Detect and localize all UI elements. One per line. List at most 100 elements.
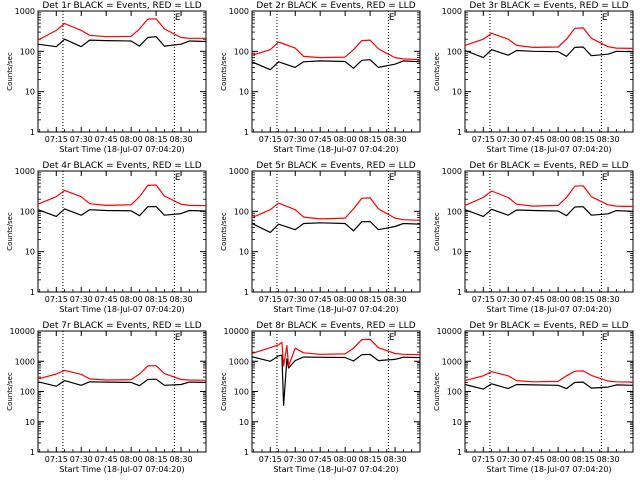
y-tick-label: 10000 xyxy=(10,327,35,336)
x-tick-label: 07:30 xyxy=(497,135,520,144)
x-tick-label: 08:00 xyxy=(120,455,143,464)
series-line-lld xyxy=(37,18,206,41)
y-tick-label: 100 xyxy=(20,388,35,397)
x-tick-label: 08:30 xyxy=(170,295,193,304)
x-tick-label: 08:00 xyxy=(334,135,357,144)
x-axis-label: Start Time (18-Jul-07 07:04:20) xyxy=(486,305,611,314)
series-line-events xyxy=(37,378,207,387)
chart-panel: Det 3r BLACK = Events, RED = LLD 1 10 100 10… xyxy=(433,1,634,154)
y-tick-label: 1 xyxy=(457,288,462,297)
plot-frame xyxy=(464,170,634,293)
series-line-lld xyxy=(251,39,421,61)
x-axis-label: Start Time (18-Jul-07 07:04:20) xyxy=(486,465,611,474)
event-marker-label: E xyxy=(389,333,395,343)
y-tick-label: 1 xyxy=(244,448,249,457)
series-line-lld xyxy=(37,184,207,207)
y-tick-label: 100 xyxy=(234,207,249,216)
x-tick-label: 08:15 xyxy=(572,135,595,144)
x-tick-label: 07:15 xyxy=(259,455,282,464)
x-tick-label: 08:00 xyxy=(120,135,143,144)
y-axis-label: Counts/sec xyxy=(6,212,14,251)
x-tick-label: 08:15 xyxy=(145,295,168,304)
x-tick-label: 08:00 xyxy=(547,455,570,464)
y-tick-label: 100 xyxy=(447,388,462,397)
x-tick-label: 07:45 xyxy=(95,455,118,464)
event-marker-label: E xyxy=(602,173,608,183)
y-tick-label: 100 xyxy=(20,207,35,216)
x-tick-label: 07:45 xyxy=(309,455,332,464)
y-tick-label: 100 xyxy=(20,47,35,56)
y-tick-label: 10 xyxy=(25,88,35,97)
y-tick-label: 100 xyxy=(447,207,462,216)
series-line-lld xyxy=(37,365,207,381)
x-tick-label: 07:15 xyxy=(472,455,495,464)
y-tick-label: 10 xyxy=(452,418,462,427)
chart-panel: Det 2r BLACK = Events, RED = LLD 1 10 100 10… xyxy=(220,1,421,154)
event-marker-label: E xyxy=(175,173,181,183)
x-tick-label: 07:45 xyxy=(522,455,545,464)
x-tick-label: 08:30 xyxy=(597,455,620,464)
x-axis-label: Start Time (18-Jul-07 07:04:20) xyxy=(59,465,184,474)
x-tick-label: 07:45 xyxy=(309,295,332,304)
y-tick-label: 1 xyxy=(30,448,35,457)
series-line-events xyxy=(251,353,421,406)
x-tick-label: 07:30 xyxy=(70,135,93,144)
y-tick-label: 1 xyxy=(244,288,249,297)
y-tick-label: 10 xyxy=(25,248,35,257)
x-tick-label: 07:30 xyxy=(284,295,307,304)
chart-panel: Det 7r BLACK = Events, RED = LLD 1 10 100 10… xyxy=(6,321,207,474)
y-axis-label: Counts/sec xyxy=(220,52,228,91)
x-tick-label: 08:00 xyxy=(120,295,143,304)
x-tick-label: 07:30 xyxy=(284,455,307,464)
chart-title: Det 9r BLACK = Events, RED = LLD xyxy=(469,321,628,331)
x-tick-label: 08:00 xyxy=(334,455,357,464)
x-tick-label: 07:15 xyxy=(472,295,495,304)
plot-frame xyxy=(251,10,421,133)
plot-frame xyxy=(37,170,207,293)
x-tick-label: 07:45 xyxy=(309,135,332,144)
x-axis-label: Start Time (18-Jul-07 07:04:20) xyxy=(59,145,184,154)
chart-title: Det 3r BLACK = Events, RED = LLD xyxy=(469,1,628,11)
y-axis-label: Counts/sec xyxy=(220,372,228,411)
x-axis-label: Start Time (18-Jul-07 07:04:20) xyxy=(273,145,398,154)
x-axis-label: Start Time (18-Jul-07 07:04:20) xyxy=(273,465,398,474)
series-line-events xyxy=(464,46,634,59)
x-tick-label: 07:45 xyxy=(522,135,545,144)
x-tick-label: 08:15 xyxy=(359,295,382,304)
x-tick-label: 07:15 xyxy=(472,135,495,144)
y-tick-label: 100 xyxy=(234,388,249,397)
chart-title: Det 8r BLACK = Events, RED = LLD xyxy=(256,321,415,331)
event-marker-label: E xyxy=(389,13,395,23)
y-tick-label: 1000 xyxy=(229,7,249,16)
event-marker-label: E xyxy=(602,13,608,23)
y-tick-label: 1000 xyxy=(442,7,462,16)
y-tick-label: 10000 xyxy=(224,327,249,336)
chart-title: Det 4r BLACK = Events, RED = LLD xyxy=(42,161,201,171)
y-tick-label: 100 xyxy=(234,47,249,56)
y-tick-label: 10 xyxy=(452,248,462,257)
series-line-events xyxy=(251,220,421,233)
x-tick-label: 07:30 xyxy=(284,135,307,144)
x-axis-label: Start Time (18-Jul-07 07:04:20) xyxy=(59,305,184,314)
y-tick-label: 1000 xyxy=(15,167,35,176)
x-tick-label: 08:15 xyxy=(359,455,382,464)
chart-title: Det 2r BLACK = Events, RED = LLD xyxy=(256,1,415,11)
x-tick-label: 07:30 xyxy=(70,295,93,304)
chart-title: Det 1r BLACK = Events, RED = LLD xyxy=(42,1,201,11)
series-line-lld xyxy=(464,370,634,383)
y-tick-label: 1000 xyxy=(15,357,35,366)
x-tick-label: 07:45 xyxy=(95,295,118,304)
series-line-lld xyxy=(251,197,421,221)
y-axis-label: Counts/sec xyxy=(220,212,228,251)
event-marker-label: E xyxy=(389,173,395,183)
y-tick-label: 100 xyxy=(447,47,462,56)
y-tick-label: 10 xyxy=(239,248,249,257)
x-tick-label: 07:45 xyxy=(522,295,545,304)
series-line-events xyxy=(251,59,421,71)
x-tick-label: 08:00 xyxy=(334,295,357,304)
x-tick-label: 08:30 xyxy=(597,135,620,144)
x-tick-label: 08:15 xyxy=(572,295,595,304)
y-axis-label: Counts/sec xyxy=(433,212,441,251)
x-tick-label: 08:15 xyxy=(145,135,168,144)
chart-panel: Det 4r BLACK = Events, RED = LLD 1 10 100 10… xyxy=(6,161,207,314)
